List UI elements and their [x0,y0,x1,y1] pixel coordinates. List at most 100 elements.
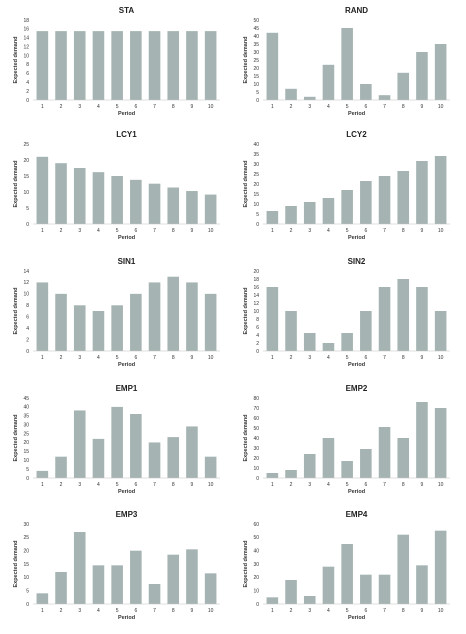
bar-9 [186,191,198,224]
bar-2 [55,31,67,100]
bar-5 [341,28,353,100]
x-tick-label: 4 [327,482,330,488]
x-tick-label: 2 [60,104,63,110]
x-tick-label: 5 [116,228,119,234]
x-tick-label: 2 [60,228,63,234]
y-tick-label: 25 [23,142,29,148]
bar-8 [167,554,180,604]
bar-8 [167,276,180,351]
x-tick-label: 2 [290,608,293,614]
bar-10 [204,293,217,351]
y-tick-label: 10 [23,458,29,464]
x-tick-label: 5 [346,228,349,234]
bar-5 [111,565,123,604]
bar-3 [303,202,316,224]
x-tick-label: 8 [172,608,175,614]
bar-9 [416,565,428,604]
bar-5 [111,406,123,478]
y-tick-label: 80 [253,396,259,402]
bar-1 [36,470,49,478]
bar-4 [92,311,105,351]
y-tick-label: 4 [256,333,259,339]
bar-9 [416,52,428,100]
bar-9 [186,426,198,478]
bar-4 [92,172,105,224]
chart-title: STA [119,6,135,15]
x-tick-label: 7 [383,355,386,361]
x-tick-label: 7 [383,608,386,614]
bar-9 [186,549,198,604]
bar-1 [266,211,279,224]
bar-6 [360,84,372,100]
bar-7 [378,95,391,100]
y-axis-label: Expected demand [13,540,19,587]
chart-panel-emp1: EMP1 0 5 10 15 20 25 30 35 40 45 Expected demand 1 2 3… [8,382,228,504]
chart-title: LCY2 [346,130,367,139]
bar-1 [266,597,279,604]
bar-2 [55,456,67,478]
y-tick-label: 30 [23,522,29,528]
x-axis-label: Period [348,235,365,241]
chart-panel-sin2: SIN2 0 2 4 6 8 10 12 14 16 18 20 Expected demand 1 2 3 4… [238,255,458,377]
x-tick-label: 10 [208,355,214,361]
bar-1 [36,156,49,224]
x-tick-label: 2 [60,608,63,614]
x-tick-label: 6 [364,355,367,361]
y-tick-label: 15 [23,449,29,455]
bar-7 [148,442,161,478]
x-axis-label: Period [348,615,365,621]
bar-8 [397,72,410,100]
chart-panel-sin1: SIN1 0 2 4 6 8 10 12 14 Expected demand 1 2 3 4 5 6 7 8 9 1… [8,255,228,377]
x-tick-label: 10 [208,104,214,110]
x-tick-label: 8 [402,104,405,110]
x-tick-label: 10 [208,482,214,488]
x-tick-label: 1 [41,482,44,488]
y-tick-label: 5 [256,90,259,96]
y-tick-label: 40 [253,436,259,442]
y-axis-label: Expected demand [243,36,249,83]
x-tick-label: 9 [191,608,194,614]
bar-2 [55,293,67,351]
y-tick-label: 25 [253,172,259,178]
x-tick-label: 10 [208,228,214,234]
bar-4 [322,64,335,100]
bar-10 [204,456,217,478]
x-tick-label: 7 [383,104,386,110]
bar-1 [266,32,279,100]
x-tick-label: 8 [402,608,405,614]
bar-5 [341,461,353,478]
y-tick-label: 0 [26,222,29,228]
bar-8 [167,31,180,100]
x-tick-label: 3 [78,608,81,614]
y-tick-label: 20 [253,575,259,581]
bar-1 [266,473,279,478]
x-tick-label: 4 [97,608,100,614]
y-tick-label: 20 [23,548,29,554]
bar-5 [111,305,123,351]
y-tick-label: 60 [253,522,259,528]
y-axis-label: Expected demand [13,160,19,207]
chart-panel-lcy2: LCY2 0 5 10 15 20 25 30 35 40 Expected demand 1 2 3 4 5… [238,128,458,250]
x-axis-label: Period [348,489,365,495]
y-tick-label: 25 [23,431,29,437]
bar-4 [92,565,105,604]
chart-svg: EMP2 0 10 20 30 40 50 60 70 80 Expected demand 1 2 3 4… [243,384,450,495]
x-tick-label: 2 [60,482,63,488]
x-tick-label: 1 [271,104,274,110]
y-tick-label: 15 [23,562,29,568]
y-axis-label: Expected demand [243,540,249,587]
chart-svg: EMP3 0 5 10 15 20 25 30 Expected demand 1 2 3 4 5 6 7 8 9… [13,510,220,621]
y-tick-label: 15 [253,74,259,80]
bar-7 [378,427,391,478]
y-tick-label: 35 [23,414,29,420]
bar-2 [285,470,297,478]
x-tick-label: 9 [191,355,194,361]
x-tick-label: 3 [308,608,311,614]
y-tick-label: 15 [23,174,29,180]
y-tick-label: 4 [26,80,29,86]
x-tick-label: 5 [346,608,349,614]
chart-title: LCY1 [116,130,137,139]
y-tick-label: 8 [256,317,259,323]
